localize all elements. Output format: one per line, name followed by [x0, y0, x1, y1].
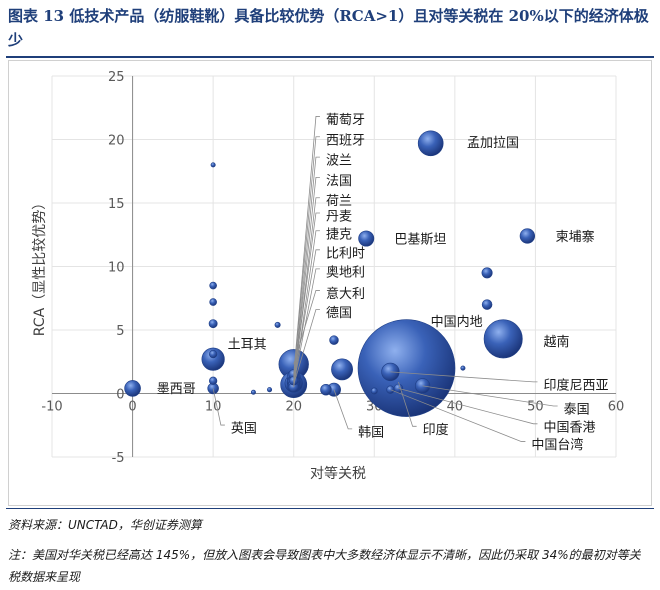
- point-label: 中国内地: [431, 314, 483, 330]
- x-tick-label: 0: [128, 400, 136, 415]
- bubble-point: [201, 347, 225, 371]
- point-label: 土耳其: [228, 338, 267, 353]
- leader-line: [293, 290, 320, 365]
- bubble-point: [357, 319, 456, 417]
- leader-line: [293, 309, 320, 385]
- bubble-point: [519, 228, 536, 244]
- point-label: 孟加拉国: [467, 136, 519, 151]
- point-label: 比利时: [326, 246, 365, 261]
- y-tick-label: 20: [108, 134, 125, 149]
- leader-line: [398, 381, 417, 427]
- leader-line: [293, 177, 320, 384]
- y-tick-label: 25: [108, 70, 125, 85]
- point-label: 墨西哥: [157, 382, 196, 397]
- y-tick-label: 0: [116, 388, 124, 403]
- point-label: 印度尼西亚: [543, 377, 608, 393]
- bubble-point: [481, 267, 493, 279]
- bubble-point: [267, 387, 273, 393]
- bubble-point: [460, 365, 466, 371]
- bubble-point: [209, 349, 218, 359]
- point-label: 意大利: [326, 286, 365, 302]
- point-label: 奥地利: [326, 265, 365, 280]
- leader-line: [390, 389, 526, 442]
- bubble-point: [209, 376, 218, 385]
- bubble-point: [209, 281, 217, 290]
- x-tick-label: 20: [285, 400, 302, 415]
- point-label: 英国: [231, 422, 257, 437]
- header-rule: [6, 56, 654, 58]
- leader-line: [293, 156, 320, 383]
- y-tick-label: 15: [108, 197, 125, 212]
- point-label: 泰国: [564, 403, 590, 418]
- grid-lines: [51, 75, 617, 458]
- x-axis-label: 对等关税: [310, 465, 366, 482]
- point-label: 西班牙: [326, 133, 365, 148]
- point-label: 法国: [326, 174, 352, 189]
- x-tick-label: 60: [608, 400, 625, 415]
- point-label: 捷克: [326, 227, 352, 242]
- bubble-point: [274, 321, 281, 328]
- point-label: 柬埔寨: [556, 229, 595, 245]
- x-tick-label: 50: [527, 400, 544, 415]
- bubble-point: [358, 230, 375, 247]
- bubble-point: [124, 380, 141, 397]
- leader-line: [293, 116, 320, 375]
- leader-line: [293, 249, 320, 383]
- leader-line: [390, 371, 538, 383]
- x-tick-label: 40: [447, 400, 464, 415]
- point-label: 德国: [326, 306, 352, 321]
- bubble-point: [210, 162, 216, 168]
- leader-line: [293, 230, 320, 388]
- leader-lines: [212, 116, 558, 442]
- x-tick-label: -10: [41, 400, 62, 415]
- point-label: 巴基斯坦: [394, 232, 446, 247]
- bubble-point: [320, 383, 332, 396]
- point-label: 中国香港: [543, 420, 595, 435]
- leader-line: [293, 212, 320, 381]
- source-text: 资料来源：UNCTAD，华创证券测算: [8, 518, 202, 532]
- bubble-series: [124, 130, 536, 417]
- point-label: 波兰: [326, 154, 352, 169]
- leader-line: [293, 136, 320, 378]
- y-tick-label: 5: [116, 324, 124, 339]
- leader-line: [398, 388, 538, 425]
- bubble-point: [417, 130, 444, 157]
- point-label: 印度: [423, 422, 449, 438]
- bubble-point: [208, 319, 218, 329]
- leader-line: [333, 389, 353, 430]
- leader-line: [422, 385, 558, 407]
- point-label: 中国台湾: [531, 437, 583, 453]
- bubble-point: [250, 389, 256, 395]
- leader-line: [212, 388, 225, 426]
- bubble-point: [209, 298, 217, 306]
- y-tick-label: -5: [112, 451, 125, 466]
- y-tick-label: 10: [108, 261, 125, 276]
- point-label: 葡萄牙: [326, 113, 365, 128]
- page-title: 图表 13 低技术产品（纺服鞋靴）具备比较优势（RCA>1）且对等关税在 20%…: [8, 7, 649, 49]
- bubble-point: [483, 319, 523, 359]
- point-label: 荷兰: [326, 194, 352, 209]
- x-tick-label: 10: [205, 400, 222, 415]
- y-axis-label: RCA（显性比较优势）: [32, 196, 48, 336]
- chart-frame: [8, 60, 652, 506]
- footer-rule: [6, 508, 654, 509]
- bubble-point: [370, 387, 378, 395]
- bubble-point: [331, 358, 353, 381]
- point-label: 韩国: [358, 425, 384, 440]
- bubble-point: [481, 299, 493, 310]
- leader-line: [293, 268, 320, 385]
- point-label: 丹麦: [326, 209, 352, 224]
- footnote-text: 注：美国对华关税已经高达 145%，但放入图表会导致图表中大多数经济体显示不清晰…: [8, 548, 641, 584]
- bubble-point: [329, 335, 339, 345]
- bubble-point: [414, 378, 431, 394]
- point-label: 越南: [543, 334, 569, 350]
